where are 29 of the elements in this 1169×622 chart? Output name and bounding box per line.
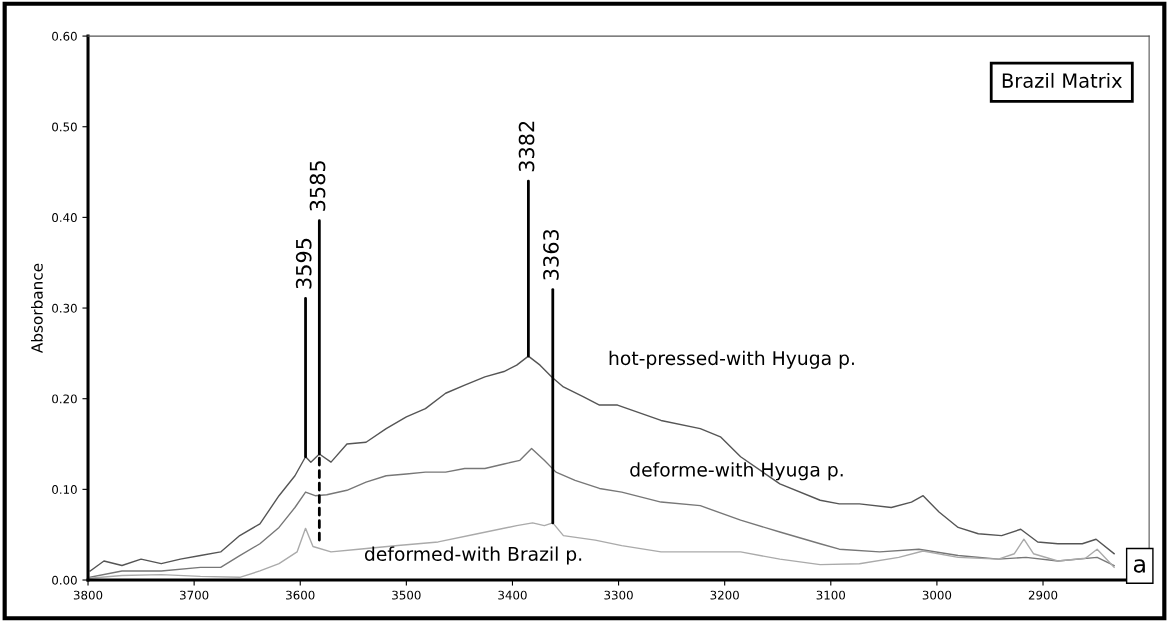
y-tick-label: 0.10 [52,485,77,495]
annotation: 3585 [309,161,326,211]
x-tick-label: 3100 [816,590,846,600]
y-axis-title: Absorbance [30,263,43,354]
y-tick-label: 0.60 [52,31,77,41]
line-series [89,447,1115,578]
x-tick-label: 3200 [710,590,739,600]
x-tick-label: 3000 [922,590,952,600]
annotation: Brazil Matrix [1002,72,1122,88]
annotation: a [1133,559,1145,573]
annotation: 3363 [543,229,559,280]
y-tick-label: 0.50 [52,122,77,132]
series-label: deformed-with Brazil p. [364,546,582,565]
line-series [89,522,1115,579]
annotation: 3595 [295,238,312,289]
x-tick-label: 3400 [498,590,527,600]
y-tick-label: 0.00 [52,575,77,585]
x-tick-label: 3700 [180,590,209,600]
y-tick-label: 0.20 [52,394,77,404]
y-tick-label: 0.40 [52,213,77,223]
x-tick-label: 2900 [1028,590,1058,600]
y-tick-label: 0.30 [52,303,77,313]
series-label: hot-pressed-with Hyuga p. [609,350,854,369]
annotation: 3382 [518,121,535,172]
x-tick-label: 3800 [73,590,103,600]
x-tick-label: 3600 [286,590,315,600]
x-tick-label: 3500 [392,590,421,600]
x-tick-label: 3300 [604,590,633,600]
series-label: deforme-with Hyuga p. [630,462,843,481]
